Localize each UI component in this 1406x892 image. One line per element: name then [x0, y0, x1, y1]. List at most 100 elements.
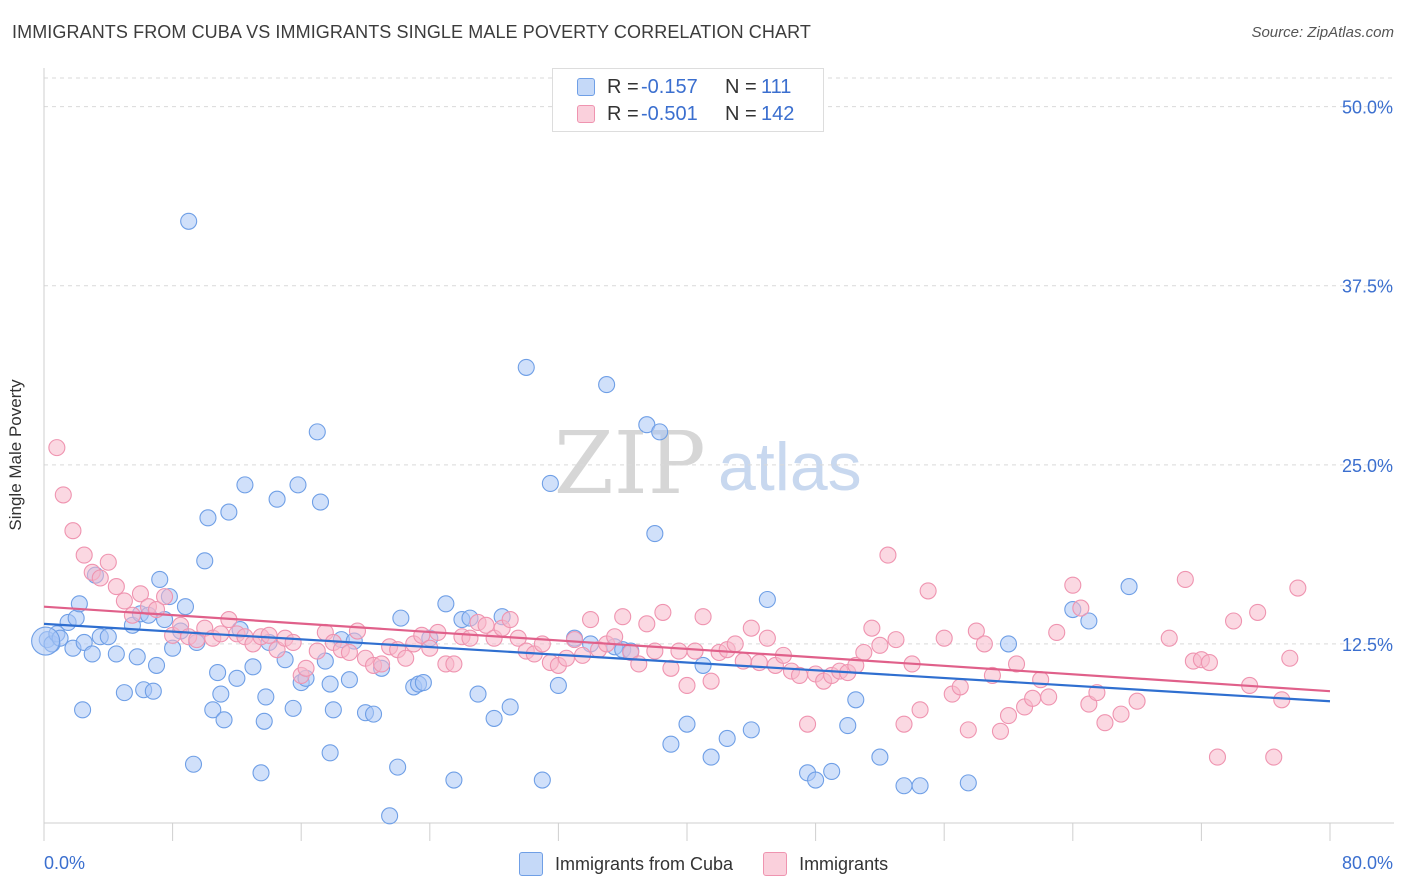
legend-item-immigrants[interactable]: Immigrants: [763, 852, 888, 876]
data-point: [911, 701, 929, 719]
data-point: [501, 698, 519, 716]
data-point: [107, 578, 125, 596]
series-legend: Immigrants from Cuba Immigrants: [519, 852, 918, 876]
data-point: [48, 439, 66, 457]
data-point: [260, 626, 278, 644]
r-label: R =: [607, 102, 639, 125]
data-point: [1040, 688, 1058, 706]
data-point: [324, 701, 342, 719]
data-point: [308, 423, 326, 441]
data-point: [180, 212, 198, 230]
legend-row-immigrants: R = -0.501 N = 142: [577, 102, 794, 126]
data-point: [107, 645, 125, 663]
data-point: [373, 655, 391, 673]
data-point: [662, 659, 680, 677]
data-point: [445, 771, 463, 789]
data-point: [638, 615, 656, 633]
data-point: [718, 729, 736, 748]
data-point: [1048, 623, 1066, 642]
data-point: [871, 748, 889, 766]
data-point: [959, 774, 977, 792]
data-point: [694, 656, 712, 674]
legend-swatch-immigrants: [577, 105, 595, 123]
data-point: [654, 603, 672, 621]
data-point: [999, 706, 1018, 725]
data-point: [501, 611, 519, 629]
data-point: [123, 606, 141, 624]
data-point: [64, 522, 82, 540]
data-point: [951, 678, 969, 696]
data-point: [1096, 714, 1114, 732]
data-point: [381, 807, 399, 825]
legend-row-cuba: R = -0.157 N = 111: [577, 75, 791, 99]
data-point: [606, 628, 624, 646]
data-point: [184, 755, 203, 773]
source-label: Source: ZipAtlas.com: [1251, 24, 1394, 41]
legend-swatch-cuba: [577, 78, 595, 96]
data-point: [144, 682, 162, 700]
x-tick-label: 80.0%: [1342, 853, 1393, 873]
data-point: [485, 709, 503, 727]
data-point: [83, 645, 101, 663]
r-value: -0.157: [641, 75, 698, 98]
data-point: [799, 715, 817, 733]
data-point: [196, 552, 214, 570]
data-point: [1007, 655, 1026, 673]
data-point: [348, 622, 367, 640]
data-point: [257, 688, 275, 706]
trend-line-immigrants: [43, 605, 1331, 693]
data-point: [651, 423, 669, 441]
data-point: [959, 721, 977, 739]
legend-item-cuba[interactable]: Immigrants from Cuba: [519, 852, 733, 876]
data-point: [598, 376, 616, 394]
data-point: [1200, 653, 1218, 672]
data-point: [99, 553, 117, 571]
data-point: [340, 671, 358, 689]
data-point: [1064, 576, 1082, 594]
data-point: [895, 715, 913, 733]
data-point: [662, 735, 680, 753]
data-point: [1112, 705, 1130, 723]
data-point: [437, 595, 455, 613]
data-point: [91, 569, 109, 587]
data-point: [702, 672, 720, 690]
r-label: R =: [607, 75, 639, 98]
data-point: [742, 619, 760, 637]
data-point: [694, 608, 712, 626]
y-tick-label: 12.5%: [1342, 635, 1393, 655]
data-point: [289, 476, 307, 494]
data-point: [863, 619, 881, 637]
data-point: [212, 685, 230, 703]
data-point: [54, 486, 72, 504]
axes: [43, 68, 1394, 841]
data-point: [297, 659, 315, 677]
data-point: [549, 676, 567, 695]
data-point: [1072, 599, 1090, 617]
legend-stats: R = -0.157 N = 111 R = -0.501 N = 142: [552, 68, 824, 132]
data-point: [67, 609, 85, 627]
data-point: [397, 649, 415, 667]
data-point: [1208, 748, 1227, 766]
data-point: [742, 721, 760, 739]
data-point: [678, 676, 696, 695]
data-point: [252, 764, 270, 782]
data-point: [533, 771, 551, 789]
data-point: [935, 629, 953, 647]
data-point: [389, 758, 407, 776]
data-point: [967, 622, 985, 640]
data-point: [758, 590, 776, 609]
data-point: [1032, 671, 1050, 689]
data-point: [255, 712, 273, 730]
r-value: -0.501: [641, 102, 698, 125]
data-point: [74, 701, 92, 719]
data-point: [638, 416, 656, 434]
n-value: 111: [761, 75, 792, 98]
n-label: N =: [725, 75, 757, 98]
data-point: [678, 715, 696, 733]
data-point: [461, 629, 479, 647]
data-point: [156, 588, 174, 606]
data-point: [1080, 612, 1098, 630]
data-point: [1273, 691, 1291, 709]
data-point: [1289, 579, 1307, 597]
